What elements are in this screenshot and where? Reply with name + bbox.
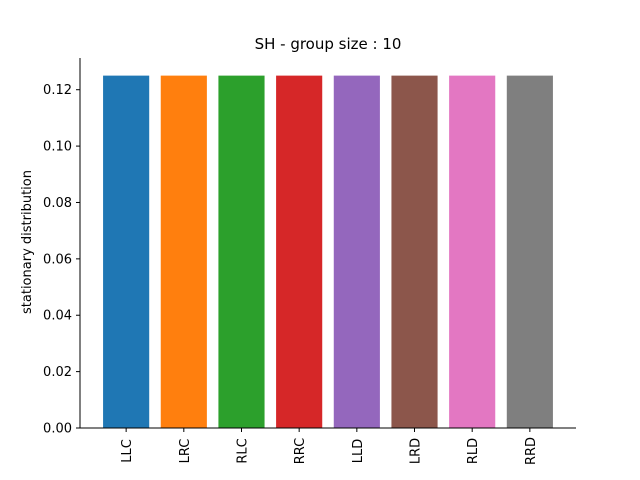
y-tick-label: 0.04 — [43, 309, 72, 324]
y-tick-label: 0.08 — [43, 196, 72, 211]
x-tick-label: RRC — [293, 438, 308, 465]
bar-lrd — [391, 75, 438, 428]
y-tick-label: 0.00 — [43, 422, 72, 437]
y-tick-label: 0.06 — [43, 252, 72, 267]
x-tick-label: RLD — [466, 438, 481, 464]
y-ticks-group: 0.00 0.02 0.04 0.06 0.08 0.10 0.12 — [43, 83, 80, 437]
y-tick-label: 0.12 — [43, 83, 72, 98]
y-axis-label: stationary distribution — [20, 170, 35, 314]
bar-rld — [449, 75, 496, 428]
bar-rlc — [218, 75, 265, 428]
bars-group — [103, 75, 553, 428]
x-tick-label: LRD — [409, 438, 424, 464]
y-tick-label: 0.10 — [43, 140, 72, 155]
bar-rrc — [276, 75, 323, 428]
bar-lld — [333, 75, 380, 428]
x-tick-label: LLC — [120, 439, 135, 463]
bar-lrc — [160, 75, 207, 428]
bar-rrd — [506, 75, 553, 428]
x-tick-label: LLD — [351, 439, 366, 464]
x-tick-label: RLC — [235, 438, 250, 463]
chart-title: SH - group size : 10 — [255, 35, 402, 53]
y-tick-label: 0.02 — [43, 365, 72, 380]
x-tick-label: RRD — [524, 437, 539, 465]
bar-llc — [103, 75, 150, 428]
x-tick-label: LRC — [178, 439, 193, 464]
x-ticks-group: LLC LRC RLC RRC LLD LRD RLD RRD — [120, 428, 539, 465]
